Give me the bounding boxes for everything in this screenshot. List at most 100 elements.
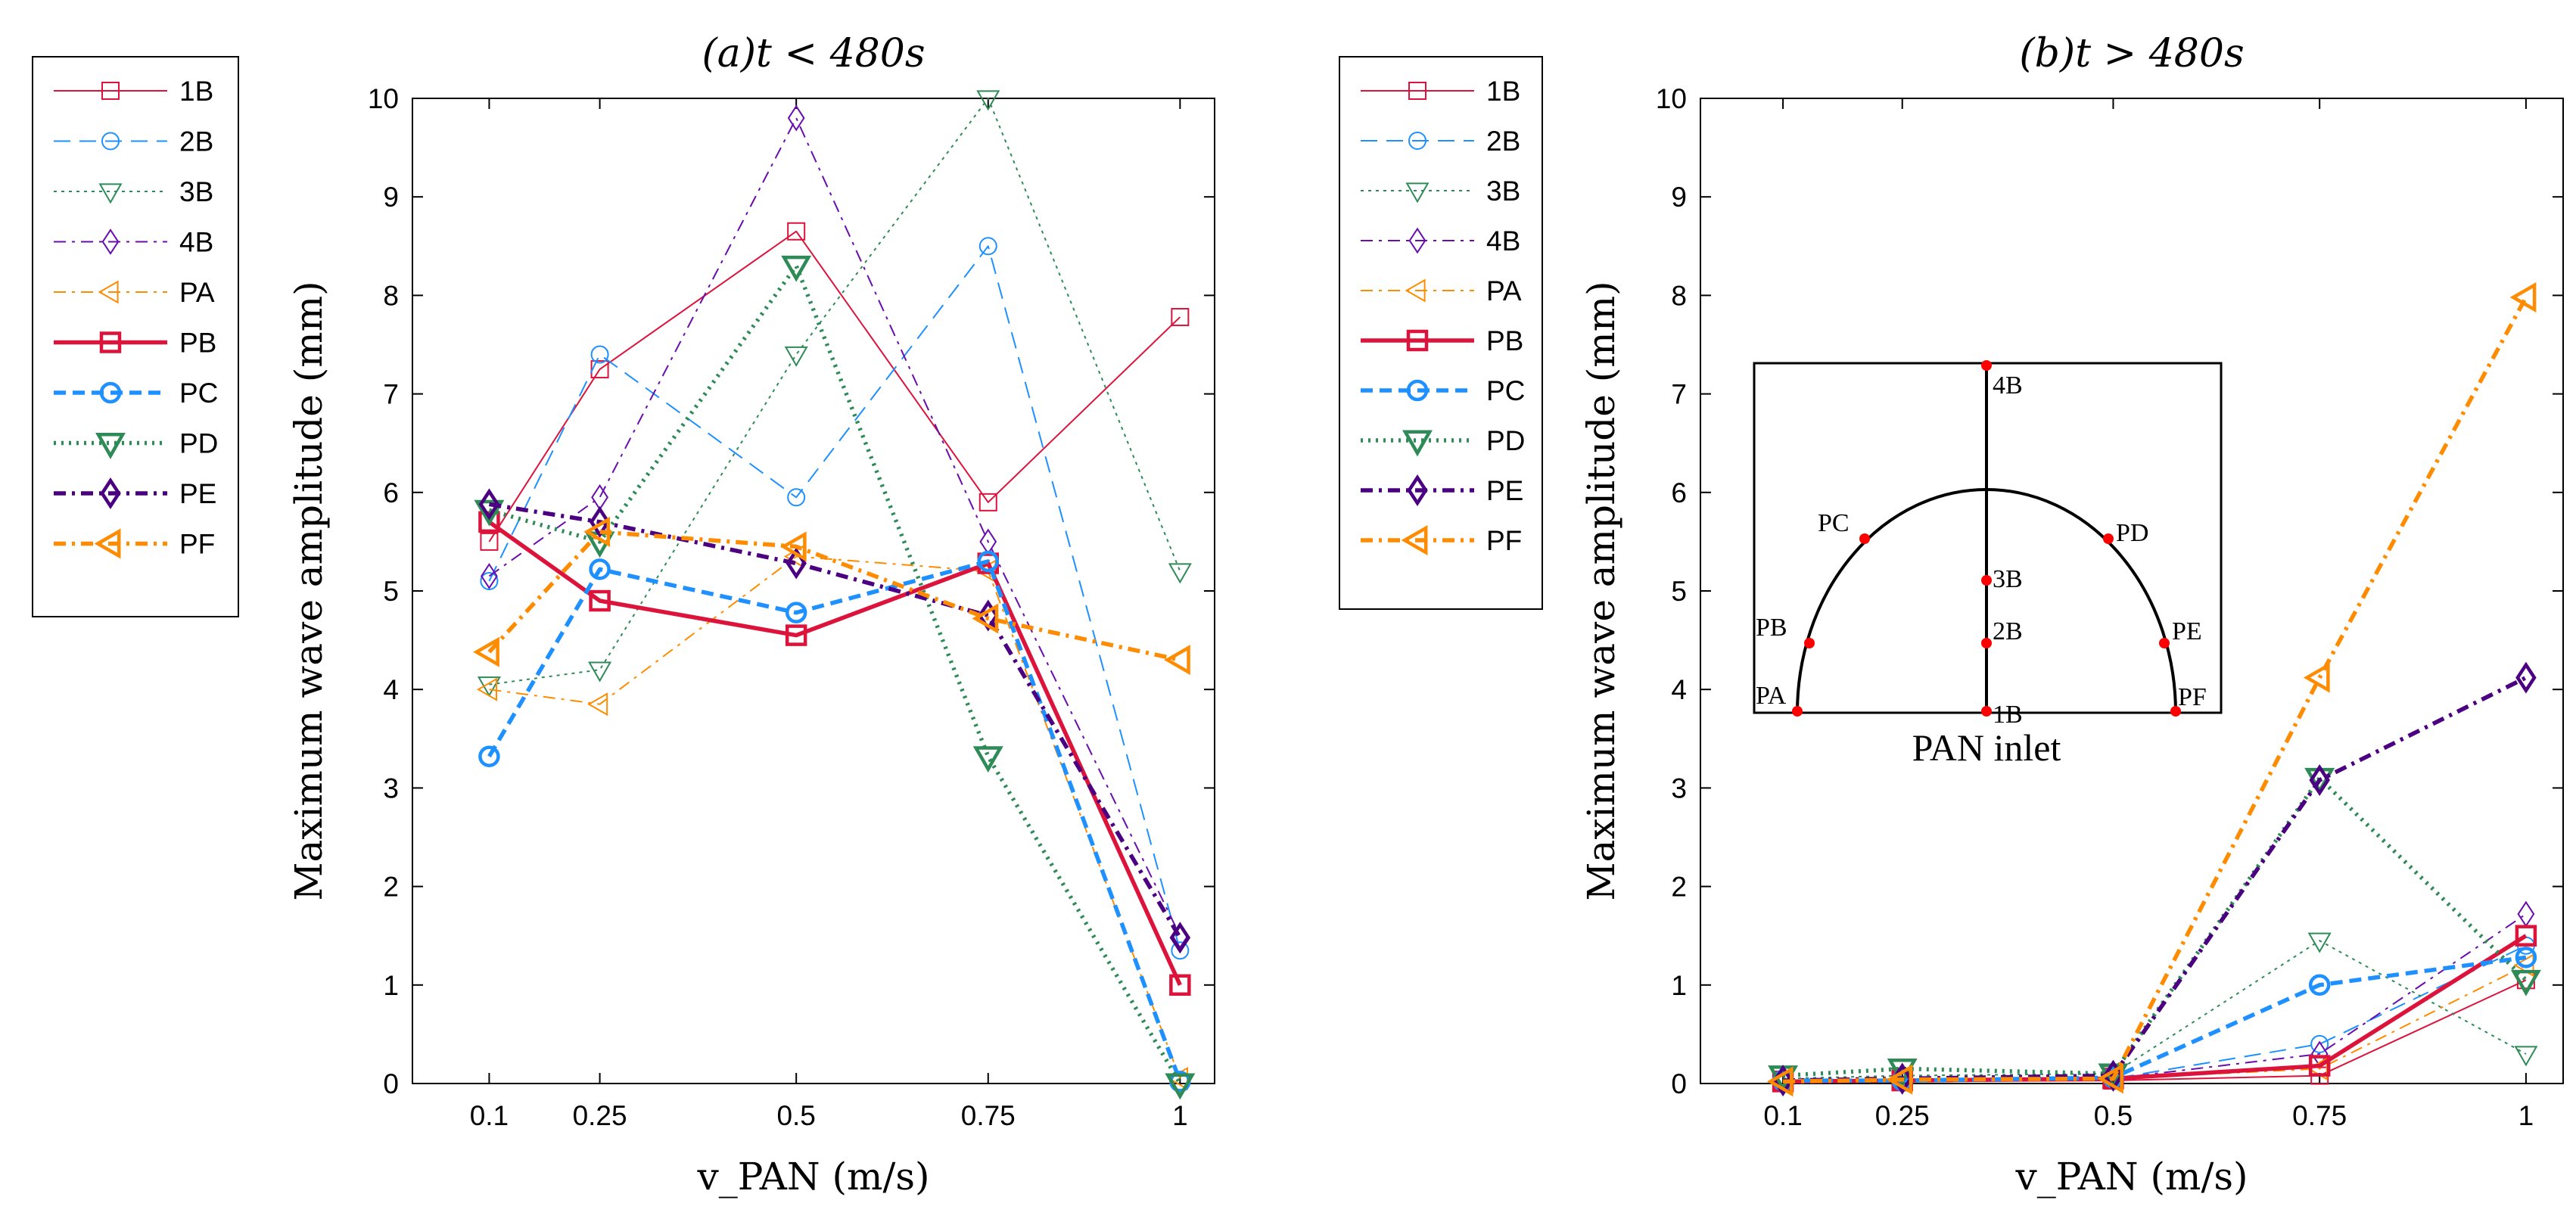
legend-marker-3b — [98, 183, 123, 204]
legend-label-pb: PB — [1486, 325, 1523, 356]
data-point-pf-1 — [1886, 1064, 1913, 1095]
y-tick-label: 0 — [383, 1068, 399, 1099]
data-point-pc-3 — [977, 550, 1000, 573]
y-tick-label: 5 — [1671, 576, 1687, 607]
data-point-pc-2 — [785, 602, 807, 623]
legend-label-2b: 2B — [179, 126, 213, 157]
data-point-1b-3 — [978, 493, 997, 511]
data-point-pc-0 — [478, 745, 500, 767]
data-point-pb-2 — [785, 624, 807, 646]
legend-label-pa: PA — [179, 277, 215, 308]
chart-title: (b)t > 480s — [2019, 31, 2244, 76]
y-tick-label: 8 — [1671, 280, 1687, 311]
inset-label-pb: PB — [1756, 614, 1787, 642]
inset-diagram: 4B 3B 2B 1B PA PB PC PD PE PF PAN inlet — [1753, 360, 2223, 769]
y-tick-label: 10 — [368, 83, 399, 114]
y-tick-label: 3 — [383, 773, 399, 804]
data-point-1b-4 — [1171, 308, 1190, 327]
series-line-pc — [487, 559, 1182, 1083]
y-tick-label: 5 — [383, 576, 399, 607]
y-tick-label: 6 — [383, 477, 399, 508]
data-point-pa-1 — [587, 692, 608, 717]
legend-marker-3b — [1405, 182, 1430, 204]
inset-point-1b — [1981, 706, 1992, 717]
legend-label-2b: 2B — [1486, 126, 1520, 157]
legend-label-4b: 4B — [1486, 225, 1520, 257]
data-point-pf-4 — [1164, 645, 1190, 676]
legend-label-1b: 1B — [179, 76, 213, 107]
data-point-3b-2 — [784, 346, 808, 367]
series-1b — [480, 222, 1190, 551]
x-tick-label: 0.25 — [573, 1100, 627, 1131]
legend-label-3b: 3B — [1486, 176, 1520, 207]
legend-label-4b: 4B — [179, 227, 213, 258]
data-point-pf-2 — [779, 531, 807, 562]
inset-caption: PAN inlet — [1912, 726, 2061, 769]
data-point-pd-3 — [972, 746, 1003, 773]
inset-label-4b: 4B — [1993, 372, 2023, 400]
inset-point-2b — [1981, 638, 1992, 648]
inset-point-4b — [1981, 360, 1992, 371]
inset-point-pa — [1792, 706, 1803, 717]
y-tick-label: 1 — [1671, 970, 1687, 1001]
inset-point-pd — [2103, 533, 2114, 544]
y-tick-label: 2 — [1671, 872, 1687, 903]
data-point-pe-4 — [1169, 922, 1191, 954]
data-point-2b-3 — [2310, 1034, 2329, 1053]
y-tick-label: 2 — [383, 872, 399, 903]
legend-label-1b: 1B — [1486, 76, 1520, 107]
data-point-pc-4 — [2515, 947, 2537, 968]
x-axis-label: v_PAN (m/s) — [2015, 1155, 2248, 1199]
series-line-pe — [489, 502, 1182, 939]
x-tick-label: 0.5 — [776, 1100, 815, 1131]
data-point-1b-1 — [590, 360, 609, 379]
legend-marker-pf — [94, 528, 121, 559]
data-point-3b-3 — [976, 90, 1000, 111]
series-3b — [477, 90, 1192, 698]
data-point-pf-0 — [473, 636, 499, 667]
x-tick-label: 1 — [2518, 1100, 2534, 1131]
y-tick-label: 10 — [1656, 83, 1687, 114]
inset-point-3b — [1981, 575, 1992, 586]
data-point-pe-0 — [478, 488, 500, 521]
x-tick-label: 0.1 — [1763, 1100, 1802, 1131]
series-line-pf — [487, 530, 1181, 662]
legend-label-pb: PB — [179, 328, 216, 359]
legend-label-pd: PD — [1486, 425, 1525, 456]
data-point-4b-4 — [2517, 900, 2535, 928]
legend-marker-4b — [1408, 227, 1426, 254]
legend-marker-pf — [1401, 525, 1428, 555]
inset-point-pf — [2170, 706, 2181, 717]
y-tick-label: 4 — [1671, 674, 1687, 705]
legend-marker-pa — [98, 280, 119, 304]
data-point-pc-3 — [2308, 974, 2331, 996]
data-point-pb-3 — [2308, 1055, 2331, 1077]
y-tick-label: 9 — [1671, 182, 1687, 213]
legend-marker-pb — [99, 331, 122, 353]
legend-marker-1b — [1408, 82, 1426, 100]
series-line-4b — [488, 117, 1181, 937]
data-point-2b-0 — [480, 571, 499, 590]
data-point-pf-0 — [1766, 1066, 1794, 1097]
data-point-4b-0 — [481, 563, 498, 589]
legend-label-pf: PF — [1486, 525, 1522, 556]
data-point-pf-3 — [2303, 662, 2330, 693]
legend-marker-pe — [100, 477, 121, 510]
series-4b — [481, 104, 1189, 950]
legend-marker-pd — [95, 433, 126, 459]
data-point-pc-1 — [589, 558, 611, 580]
data-point-pd-4 — [1165, 1073, 1196, 1100]
legend-marker-2b — [1408, 132, 1426, 150]
series-2b — [1774, 936, 2535, 1091]
data-point-2b-1 — [590, 345, 609, 364]
y-tick-label: 8 — [383, 280, 399, 311]
series-line-2b — [488, 245, 1181, 951]
legend-marker-4b — [101, 229, 120, 255]
chart-title: (a)t < 480s — [702, 31, 925, 76]
series-line-1b — [488, 230, 1181, 543]
data-point-pf-4 — [2509, 282, 2537, 312]
series-line-pa — [1783, 964, 2527, 1083]
y-tick-label: 3 — [1671, 773, 1687, 804]
data-point-pe-3 — [2309, 763, 2330, 796]
